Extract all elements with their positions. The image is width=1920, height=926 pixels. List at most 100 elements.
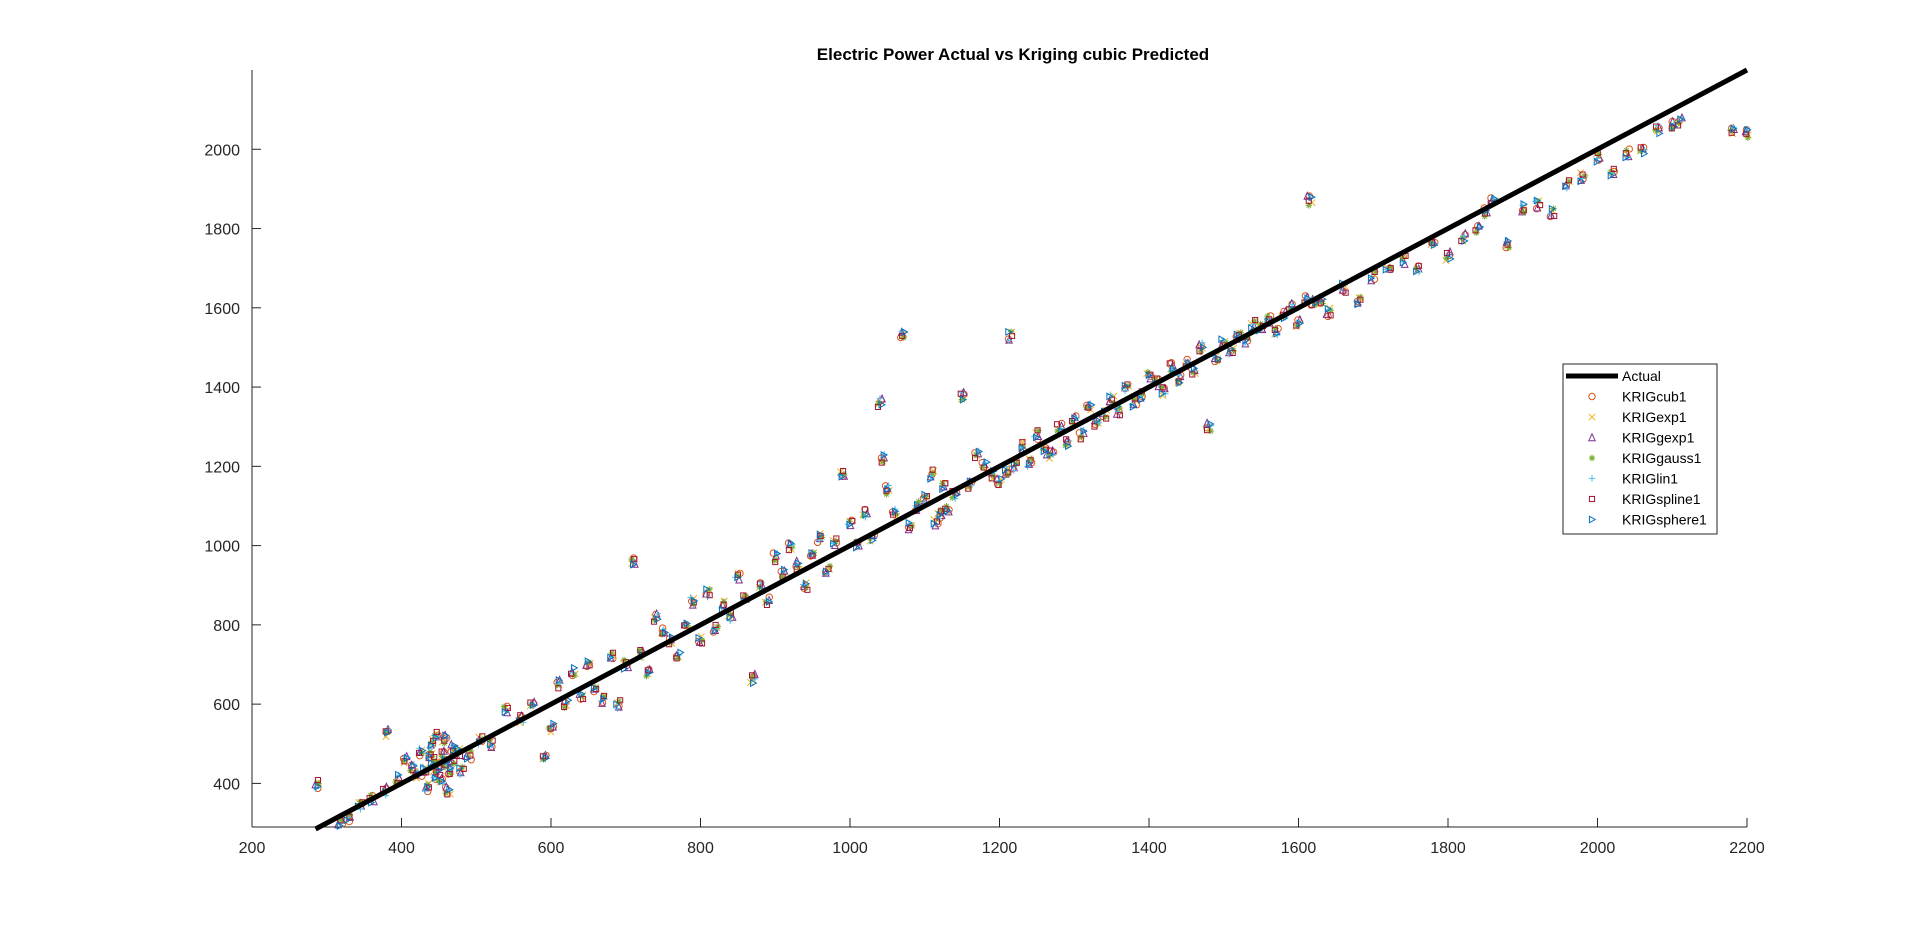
legend-label: KRIGcub1 <box>1622 389 1687 405</box>
x-tick-label: 1000 <box>832 840 868 857</box>
data-point <box>1427 239 1434 246</box>
data-point <box>758 580 766 589</box>
data-point <box>1637 144 1644 151</box>
data-point <box>410 761 418 771</box>
data-point <box>651 616 658 624</box>
data-point <box>734 573 742 582</box>
data-point <box>683 619 691 628</box>
data-point <box>690 601 697 608</box>
data-point <box>1565 178 1573 185</box>
data-point <box>965 485 972 492</box>
data-point <box>550 719 558 728</box>
data-point <box>1357 296 1364 303</box>
y-tick-label: 1200 <box>204 459 240 476</box>
data-point <box>346 811 354 819</box>
data-point <box>677 648 685 657</box>
data-point <box>427 741 436 750</box>
data-point <box>1019 439 1026 446</box>
y-tick-label: 2000 <box>204 142 240 159</box>
data-point <box>1327 312 1334 319</box>
data-point <box>772 558 779 566</box>
data-point <box>437 771 444 779</box>
data-point <box>1083 404 1090 411</box>
legend-label: KRIGspline1 <box>1622 491 1701 507</box>
data-point <box>1264 312 1271 320</box>
data-point <box>1607 168 1614 176</box>
data-point <box>880 450 888 460</box>
data-point <box>1430 241 1439 250</box>
data-point <box>875 400 882 407</box>
data-point <box>785 546 792 554</box>
data-point <box>1656 129 1664 138</box>
data-point <box>1743 130 1750 137</box>
data-point <box>1520 200 1528 209</box>
data-point <box>428 739 436 746</box>
data-point <box>432 733 441 742</box>
data-point <box>561 704 568 712</box>
data-point <box>438 753 445 760</box>
data-point <box>996 480 1003 487</box>
data-point <box>849 518 856 525</box>
data-point <box>818 534 826 541</box>
legend-label: KRIGsphere1 <box>1622 512 1707 528</box>
data-point <box>1533 196 1542 205</box>
data-point <box>862 510 870 519</box>
data-point <box>459 763 466 771</box>
data-point <box>1110 399 1117 407</box>
data-point <box>1251 317 1258 325</box>
data-point <box>840 470 848 478</box>
data-point <box>1207 427 1214 435</box>
data-point <box>1728 129 1735 136</box>
data-point <box>1637 147 1644 155</box>
data-point <box>598 698 607 707</box>
data-point <box>1005 334 1014 344</box>
data-point <box>1175 378 1182 385</box>
data-point <box>695 633 703 642</box>
data-point <box>1034 427 1042 434</box>
data-point <box>1071 414 1079 423</box>
legend-marker <box>1588 413 1596 421</box>
data-point <box>749 673 756 681</box>
x-tick-label: 200 <box>239 840 266 857</box>
data-point <box>1040 447 1048 456</box>
y-tick-label: 1600 <box>204 301 240 318</box>
data-point <box>1577 177 1585 186</box>
data-point <box>975 447 984 456</box>
data-point <box>467 747 474 755</box>
data-point <box>645 668 653 677</box>
data-point <box>1229 349 1236 356</box>
data-point <box>607 653 615 662</box>
data-point <box>771 557 779 564</box>
data-point <box>1730 124 1738 133</box>
data-point <box>441 763 448 770</box>
data-point <box>1387 265 1394 272</box>
data-point <box>1033 433 1041 442</box>
data-point <box>654 615 662 624</box>
data-point <box>447 739 456 749</box>
data-point <box>1005 327 1013 336</box>
data-point <box>438 748 445 755</box>
data-point <box>1387 264 1394 271</box>
data-point <box>1607 171 1615 180</box>
data-point <box>1121 381 1130 390</box>
data-point <box>636 647 643 654</box>
data-point <box>1207 419 1215 429</box>
data-point <box>959 388 966 396</box>
data-point <box>765 597 774 606</box>
data-point <box>921 490 929 499</box>
data-point <box>1103 415 1110 422</box>
data-point <box>1233 330 1241 339</box>
data-point <box>1548 204 1557 213</box>
data-point <box>703 585 711 594</box>
data-point <box>661 628 670 637</box>
data-point <box>314 776 321 784</box>
data-point <box>1176 378 1184 387</box>
data-point <box>913 500 922 509</box>
data-point <box>1094 419 1102 427</box>
data-point <box>1579 171 1586 178</box>
y-tick-label: 1400 <box>204 380 240 397</box>
data-point <box>804 586 811 593</box>
data-point <box>1168 360 1177 370</box>
data-point <box>1641 149 1649 158</box>
data-point <box>808 548 816 558</box>
